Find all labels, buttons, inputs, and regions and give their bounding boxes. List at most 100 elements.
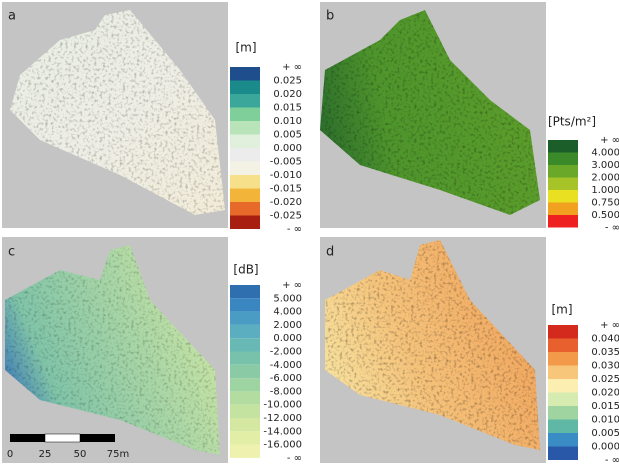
legend-swatch	[548, 352, 578, 366]
legend-unit: [Pts/m²]	[548, 115, 596, 129]
legend-swatch	[230, 352, 260, 365]
legend-label: 0.010	[273, 116, 302, 127]
legend-swatch	[230, 148, 260, 162]
legend-label: -14.000	[263, 426, 302, 437]
legend-label: 0.015	[591, 401, 619, 412]
panel-letter: a	[8, 9, 16, 24]
legend-label: 0.035	[591, 347, 619, 358]
legend-label: 2.000	[591, 173, 619, 184]
legend-label: -2.000	[270, 347, 302, 358]
legend-label: -10.000	[263, 400, 302, 411]
legend-swatch	[548, 140, 578, 153]
scale-segment	[45, 434, 80, 442]
legend-swatch	[230, 108, 260, 122]
legend-label: 0.020	[273, 89, 302, 100]
scale-label: 50	[74, 449, 87, 460]
legend-label: - ∞	[287, 453, 302, 464]
legend-swatch	[230, 94, 260, 108]
legend-swatch	[230, 175, 260, 189]
legend-label: -0.010	[270, 170, 302, 181]
legend-label: 4.000	[273, 307, 302, 318]
figure: a [m] + ∞ 0.025 0.020 0.015 0.010 0.005 0.000 -0.…	[0, 0, 619, 465]
legend-swatch	[230, 338, 260, 351]
legend-label: 0.000	[273, 143, 302, 154]
legend-label: 0.030	[591, 361, 619, 372]
legend-label: 0.000	[273, 333, 302, 344]
panel-letter: d	[326, 245, 334, 260]
legend-label: 0.750	[591, 198, 619, 209]
legend-label: 0.015	[273, 103, 302, 114]
legend-unit: [m]	[235, 41, 256, 55]
legend-label: -4.000	[270, 360, 302, 371]
legend-swatch	[548, 153, 578, 166]
legend-unit: [m]	[551, 303, 572, 317]
legend-label: 0.025	[273, 76, 302, 87]
scale-label: 0	[7, 449, 13, 460]
legend-label: 5.000	[273, 293, 302, 304]
legend-label: - ∞	[605, 455, 619, 465]
legend-swatch	[230, 81, 260, 95]
legend-label: -0.025	[270, 211, 302, 222]
legend-swatch	[230, 162, 260, 176]
legend-swatch	[230, 431, 260, 444]
legend-swatch	[230, 405, 260, 418]
legend-swatch	[230, 285, 260, 298]
legend-swatch	[548, 339, 578, 353]
panel-letter: c	[8, 245, 15, 260]
legend-swatch	[548, 215, 578, 228]
legend-swatch	[548, 447, 578, 461]
legend-swatch	[548, 379, 578, 393]
legend-label: 0.020	[591, 388, 619, 399]
scale-label: 25	[39, 449, 52, 460]
legend-label: 0.500	[591, 210, 619, 221]
legend-swatch	[230, 121, 260, 135]
legend-label: 4.000	[591, 148, 619, 159]
legend-swatch	[548, 433, 578, 447]
legend-label: 0.000	[591, 442, 619, 453]
legend-swatch	[230, 365, 260, 378]
legend-label: -8.000	[270, 386, 302, 397]
legend-label: + ∞	[282, 280, 302, 291]
scale-segment	[10, 434, 45, 442]
legend-label: -0.020	[270, 197, 302, 208]
legend-swatch	[230, 391, 260, 404]
legend-swatch	[230, 135, 260, 149]
legend-label: -16.000	[263, 440, 302, 451]
legend-label: 0.005	[273, 130, 302, 141]
legend-swatch	[548, 420, 578, 434]
scale-bar	[10, 434, 115, 442]
legend-swatch	[230, 67, 260, 81]
legend-swatch	[548, 393, 578, 407]
legend-swatch	[230, 312, 260, 325]
legend-label: -12.000	[263, 413, 302, 424]
scale-label: 75m	[107, 449, 129, 460]
legend-label: -6.000	[270, 373, 302, 384]
legend-swatch	[230, 418, 260, 431]
legend-label: + ∞	[282, 62, 302, 73]
legend-label: -0.005	[270, 157, 302, 168]
legend-label: 0.025	[591, 374, 619, 385]
legend-label: 2.000	[273, 320, 302, 331]
legend-swatch	[230, 298, 260, 311]
legend-swatch	[548, 366, 578, 380]
legend-label: 0.005	[591, 428, 619, 439]
legend-label: 1.000	[591, 185, 619, 196]
legend-swatch	[548, 325, 578, 339]
legend-swatch	[230, 445, 260, 458]
legend-swatch	[548, 406, 578, 420]
legend-swatch	[230, 189, 260, 203]
legend-swatch	[230, 325, 260, 338]
panel-letter: b	[326, 9, 334, 24]
legend-swatch	[230, 378, 260, 391]
legend-label: - ∞	[287, 224, 302, 235]
legend-label: + ∞	[600, 320, 619, 331]
legend-unit: [dB]	[233, 263, 258, 277]
legend-swatch	[230, 202, 260, 216]
legend-swatch	[548, 178, 578, 191]
legend-swatch	[548, 203, 578, 216]
legend-label: -0.015	[270, 184, 302, 195]
legend-label: 0.010	[591, 415, 619, 426]
scale-segment	[80, 434, 115, 442]
legend-swatch	[548, 190, 578, 203]
legend-label: - ∞	[605, 223, 619, 234]
